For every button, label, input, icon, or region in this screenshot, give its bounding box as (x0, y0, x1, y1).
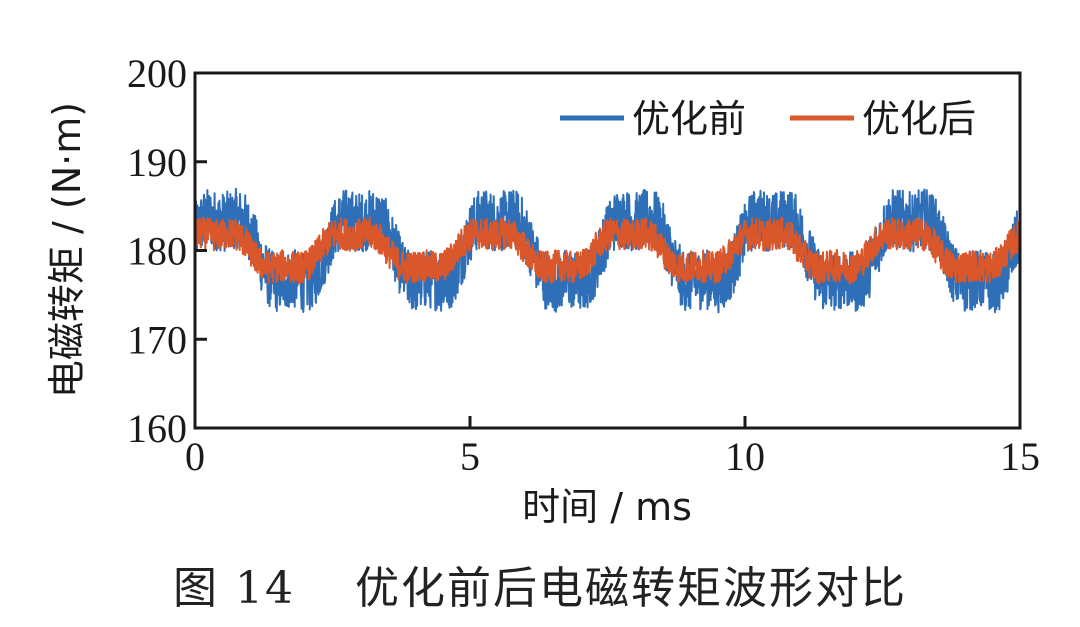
x-axis: 0 5 10 15 (185, 416, 1040, 479)
legend-label-after: 优化后 (862, 97, 976, 141)
y-tick-label: 180 (127, 229, 187, 274)
y-axis-title: 电磁转矩 / (N·m) (45, 102, 89, 398)
x-axis-title: 时间 / ms (522, 485, 692, 529)
legend-label-before: 优化前 (632, 97, 746, 141)
legend: 优化前 优化后 (560, 97, 976, 141)
y-tick-label: 200 (127, 51, 187, 96)
x-tick-label: 10 (725, 434, 765, 479)
y-tick-label: 160 (127, 406, 187, 451)
y-tick-label: 170 (127, 317, 187, 362)
x-tick-label: 0 (185, 434, 205, 479)
y-axis: 160 170 180 190 200 (127, 51, 207, 451)
caption-text: 优化前后电磁转矩波形对比 (354, 563, 907, 614)
figure-caption: 图 14 优化前后电磁转矩波形对比 (0, 552, 1080, 616)
series-line-after (196, 216, 1020, 285)
x-tick-label: 15 (1000, 434, 1040, 479)
x-tick-label: 5 (460, 434, 480, 479)
series-layer (196, 187, 1020, 314)
caption-number: 图 14 (173, 563, 295, 614)
torque-chart: 0 5 10 15 160 170 180 190 200 时间 / ms 电磁转矩 / (N… (45, 51, 1040, 529)
y-tick-label: 190 (127, 140, 187, 185)
